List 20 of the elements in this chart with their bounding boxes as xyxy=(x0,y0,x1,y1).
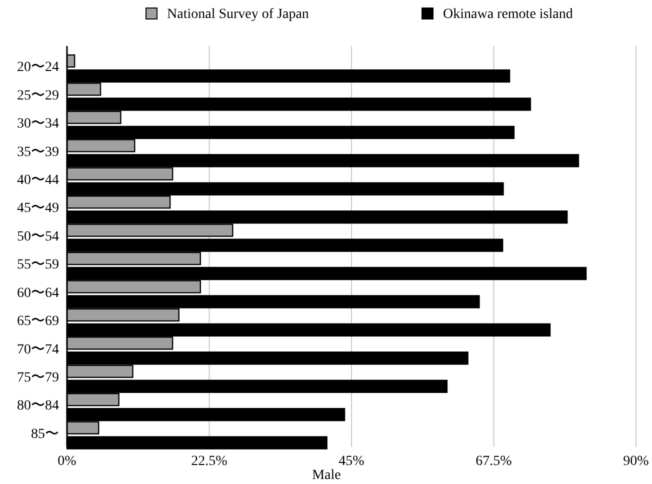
y-tick-label: 80〜84 xyxy=(17,398,59,414)
x-tick-label: 90% xyxy=(623,454,650,469)
y-tick-label: 55〜59 xyxy=(17,258,59,273)
y-tick-label: 70〜74 xyxy=(17,342,59,358)
x-axis-title: Male xyxy=(312,468,341,483)
x-tick-label: 22.5% xyxy=(191,454,228,469)
y-tick-label: 50〜54 xyxy=(17,229,59,244)
y-tick-label: 85〜 xyxy=(31,426,59,442)
y-tick-label: 20〜24 xyxy=(17,60,59,76)
x-tick-label: 67.5% xyxy=(476,454,512,469)
y-tick-label: 75〜79 xyxy=(17,370,59,386)
y-tick-label: 60〜64 xyxy=(17,286,59,301)
y-tick-label: 35〜39 xyxy=(17,144,59,160)
y-tick-label: 25〜29 xyxy=(17,88,59,104)
y-tick-label: 45〜49 xyxy=(17,201,59,216)
y-tick-label: 65〜69 xyxy=(17,314,59,330)
x-tick-label: 0% xyxy=(58,454,77,469)
x-tick-label: 45% xyxy=(338,454,365,469)
y-tick-label: 30〜34 xyxy=(17,116,59,132)
y-tick-label: 40〜44 xyxy=(17,172,59,188)
